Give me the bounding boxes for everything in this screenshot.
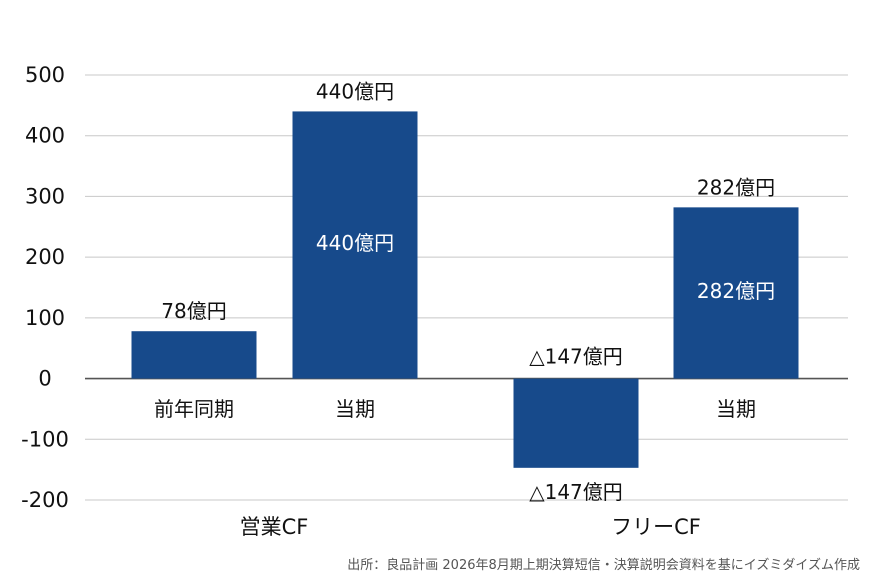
data-label-inside: 282億円 xyxy=(697,279,775,303)
group-label: 営業CF xyxy=(240,515,309,539)
data-label-below: △147億円 xyxy=(529,480,623,504)
category-label: 当期 xyxy=(335,397,375,421)
y-tick-label: 500 xyxy=(25,63,65,87)
data-label: 282億円 xyxy=(697,175,775,199)
group-label: フリーCF xyxy=(611,515,701,539)
bar xyxy=(514,379,639,468)
y-tick-label: 0 xyxy=(38,367,51,391)
data-label: 440億円 xyxy=(316,79,394,103)
y-tick-label: -100 xyxy=(21,427,69,451)
category-label: 前年同期 xyxy=(154,397,234,421)
y-tick-label: 100 xyxy=(25,306,65,330)
y-tick-label: 300 xyxy=(25,184,65,208)
data-label: 78億円 xyxy=(161,299,226,323)
y-tick-label: 200 xyxy=(25,245,65,269)
data-label-inside: 440億円 xyxy=(316,231,394,255)
category-label: 当期 xyxy=(716,397,756,421)
data-label: △147億円 xyxy=(529,345,623,369)
y-tick-label: -200 xyxy=(21,488,69,512)
bar xyxy=(132,331,257,378)
source-note: 出所：良品計画 2026年8月期上期決算短信・決算説明会資料を基にイズミダイズム… xyxy=(347,554,860,573)
y-tick-label: 400 xyxy=(25,124,65,148)
